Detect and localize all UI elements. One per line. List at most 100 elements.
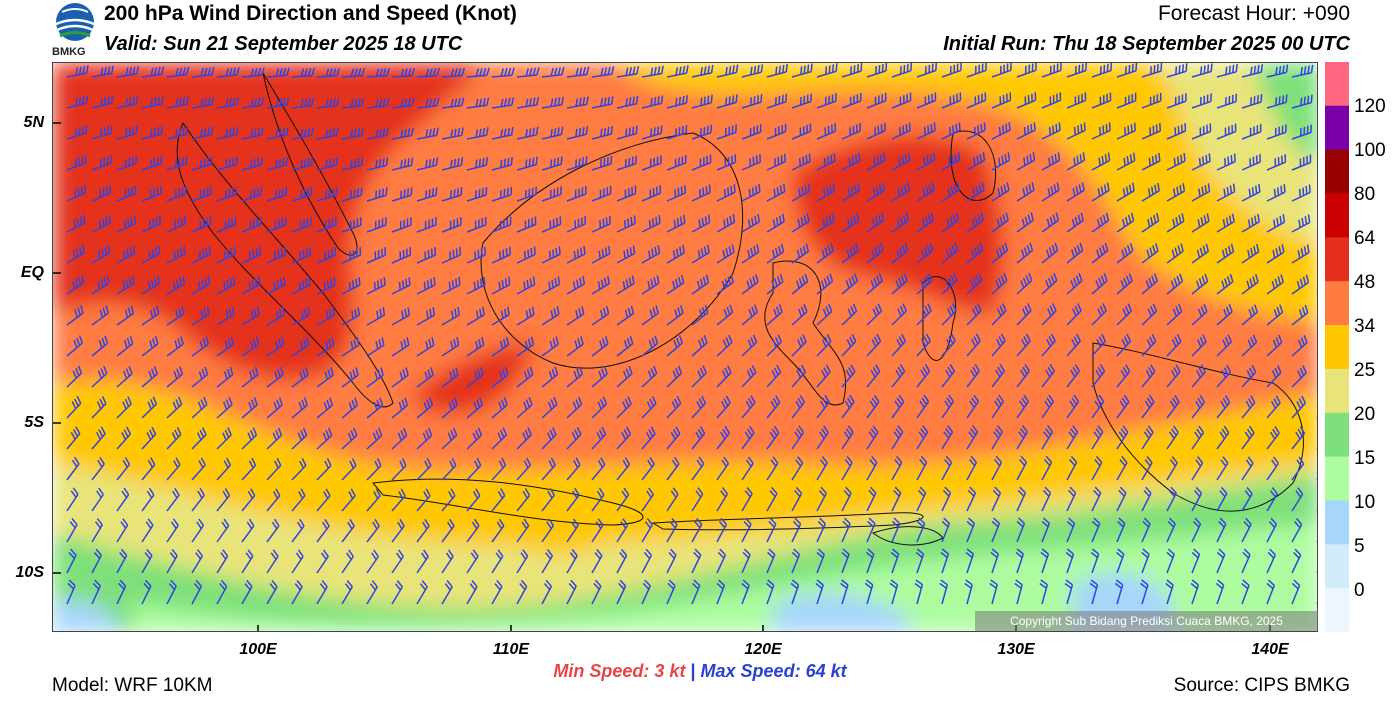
wind-barb <box>466 549 479 574</box>
wind-barb <box>191 336 209 357</box>
wind-barb <box>241 97 265 109</box>
wind-barb <box>1141 92 1162 109</box>
wind-barb <box>1216 213 1235 233</box>
wind-barb <box>1291 154 1312 171</box>
wind-barb <box>716 304 734 326</box>
wind-barb <box>1091 486 1102 512</box>
wind-barb <box>141 305 160 326</box>
wind-barb <box>366 458 382 481</box>
wind-barb <box>541 336 559 357</box>
wind-barb <box>841 122 862 140</box>
wind-barb <box>691 214 711 233</box>
wind-barb <box>591 66 615 78</box>
wind-barb <box>1141 517 1151 543</box>
colorbar-swatch <box>1325 544 1349 589</box>
wind-barb <box>866 92 887 109</box>
wind-barb <box>691 274 710 295</box>
wind-barb <box>341 549 354 574</box>
wind-barb <box>191 366 209 388</box>
wind-barb <box>666 365 683 388</box>
wind-barb <box>616 396 632 419</box>
wind-barb <box>91 487 104 512</box>
wind-barb <box>916 152 936 171</box>
max-speed-label: Max Speed: <box>700 661 801 681</box>
valid-time: Valid: Sun 21 September 2025 18 UTC <box>104 33 463 55</box>
wind-barb <box>1191 425 1205 450</box>
wind-barb <box>766 486 778 512</box>
wind-barb <box>316 427 333 450</box>
wind-barb <box>766 334 782 357</box>
wind-barb <box>441 337 460 357</box>
wind-barb <box>91 548 102 574</box>
wind-map <box>52 62 1318 632</box>
wind-barb <box>1316 169 1317 170</box>
wind-barb <box>641 335 659 357</box>
wind-barb <box>641 457 655 481</box>
wind-barb <box>691 426 706 450</box>
wind-barb <box>466 157 489 171</box>
wind-barb <box>741 274 759 295</box>
wind-barb <box>491 126 514 140</box>
wind-barb <box>641 125 663 140</box>
colorbar-swatch <box>1325 588 1349 632</box>
wind-barb <box>341 580 353 605</box>
colorbar-label-48: 48 <box>1354 272 1376 293</box>
wind-barb <box>1191 334 1207 357</box>
wind-barb <box>691 395 707 419</box>
wind-barb <box>1266 94 1288 109</box>
wind-barb <box>641 579 651 605</box>
speed-band <box>133 523 1317 631</box>
wind-barb <box>1191 486 1203 512</box>
wind-barb <box>1316 447 1317 449</box>
wind-barb <box>1316 200 1317 201</box>
wind-barb <box>116 125 138 140</box>
wind-barb <box>241 246 261 264</box>
wind-barb <box>1066 303 1082 326</box>
wind-barb <box>1016 364 1030 388</box>
wind-barb <box>291 397 309 419</box>
wind-barb <box>541 366 559 388</box>
wind-barb <box>1116 303 1133 326</box>
wind-barb <box>291 337 310 357</box>
wind-barb <box>566 96 589 109</box>
wind-barb <box>141 245 161 264</box>
wind-barb <box>815 579 824 605</box>
wind-barb <box>1091 517 1101 543</box>
wind-barb <box>716 64 739 78</box>
wind-barb <box>291 97 315 109</box>
colorbar-swatch <box>1325 105 1349 151</box>
wind-barb <box>1266 304 1284 326</box>
wind-barb <box>1116 212 1135 233</box>
wind-barb <box>516 67 540 78</box>
wind-barb <box>241 427 258 450</box>
copyright-note: Copyright Sub Bidang Prediksi Cuaca BMKG… <box>975 611 1318 631</box>
wind-barb <box>816 183 836 202</box>
wind-barb <box>291 306 311 326</box>
wind-barb <box>316 277 336 295</box>
wind-barb <box>891 364 906 388</box>
wind-barb <box>766 456 779 481</box>
wind-barb <box>116 487 130 512</box>
wind-barb <box>1066 122 1086 140</box>
wind-barb <box>766 183 786 202</box>
wind-barb <box>1241 64 1264 78</box>
wind-barb <box>966 182 985 202</box>
wind-barb <box>666 274 685 295</box>
wind-barb <box>641 426 656 450</box>
wind-barb <box>516 276 536 295</box>
wind-barb <box>666 335 684 357</box>
wind-barb <box>191 126 214 140</box>
wind-barb <box>91 215 111 233</box>
wind-barb <box>1191 213 1210 233</box>
wind-barb <box>941 517 951 543</box>
wind-barb <box>466 127 489 140</box>
wind-barb <box>791 153 811 171</box>
wind-barb <box>316 367 334 388</box>
wind-barb <box>291 488 306 512</box>
wind-barb <box>691 64 714 78</box>
wind-barb <box>91 185 112 202</box>
wind-barb <box>866 486 877 512</box>
wind-barb <box>1266 334 1283 357</box>
wind-barb <box>316 127 339 140</box>
wind-barb <box>91 396 107 419</box>
